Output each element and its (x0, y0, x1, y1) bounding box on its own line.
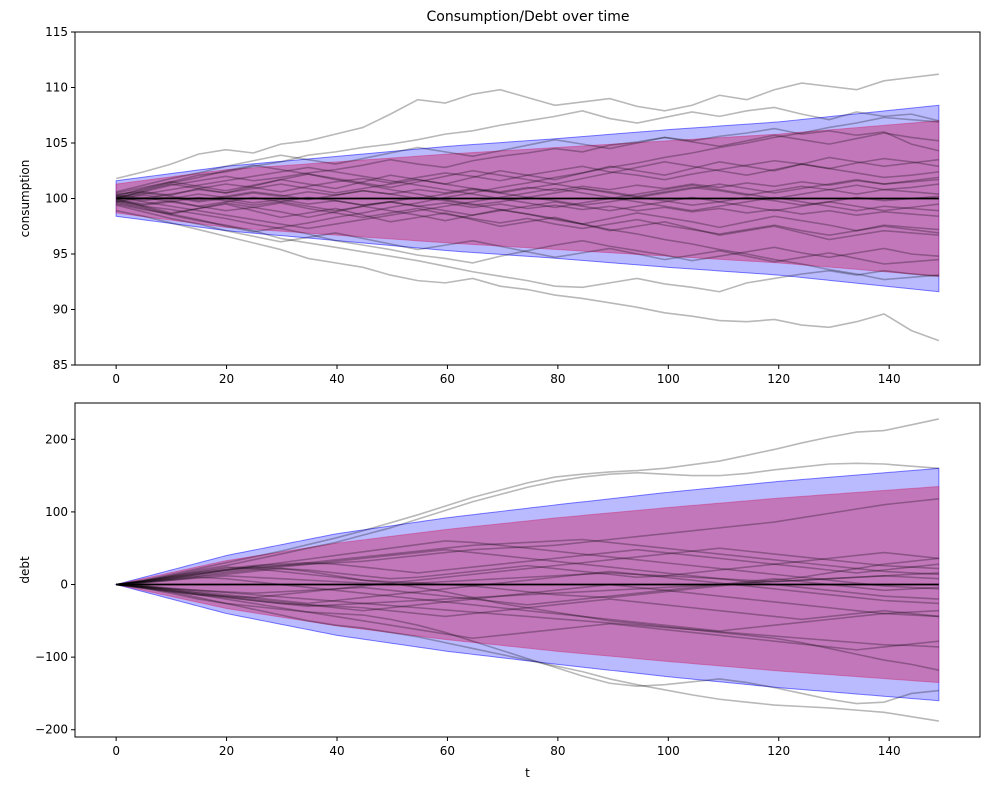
sample-path-1 (115, 73, 939, 180)
sample-path-13 (116, 166, 939, 209)
sample-path-7 (115, 157, 939, 199)
sample-path-20 (115, 197, 939, 241)
y-tick-label: 100 (45, 505, 68, 519)
sample-path-3 (116, 583, 939, 722)
sample-path-12 (116, 583, 939, 651)
y-tick-label: 105 (45, 136, 68, 150)
sample-path-22 (115, 116, 939, 233)
x-tick-label: 140 (878, 744, 901, 758)
plot-area (114, 418, 940, 722)
sample-path-1 (116, 418, 940, 586)
sample-path-9 (116, 538, 939, 586)
axes-frame (74, 402, 981, 738)
sample-path-17 (116, 548, 939, 600)
x-tick-label: 120 (767, 372, 790, 386)
sample-path-3 (115, 106, 940, 198)
y-tick-label: 200 (45, 432, 68, 446)
sample-path-8 (116, 198, 939, 236)
y-tick-label: 85 (53, 358, 68, 372)
y-tick-label: 110 (45, 81, 68, 95)
x-tick-label: 80 (550, 744, 565, 758)
sample-path-6 (116, 566, 940, 671)
sample-path-20 (116, 583, 939, 648)
sample-path-22 (116, 572, 939, 608)
y-axis-label: consumption (18, 160, 32, 238)
sample-path-15 (116, 178, 939, 201)
sample-path-5 (116, 127, 940, 195)
debt-panel: 0 20 40 60 80 100 120 140 −200 −100 0 100 200 debt t (18, 402, 981, 780)
sample-path-7 (116, 557, 939, 599)
sample-path-9 (116, 176, 939, 200)
sample-path-24 (116, 195, 939, 206)
x-tick-label: 140 (878, 372, 901, 386)
sample-path-23 (116, 185, 939, 202)
x-tick-label: 0 (112, 372, 120, 386)
sample-path-2 (115, 209, 940, 342)
sample-path-14 (116, 577, 939, 606)
x-tick-label: 20 (219, 744, 234, 758)
x-tick-label: 80 (550, 372, 565, 386)
y-tick-label: 95 (53, 247, 68, 261)
sample-path-15 (116, 576, 939, 632)
sample-path-5 (116, 498, 939, 586)
sample-path-21 (115, 164, 939, 281)
sample-path-21 (116, 540, 939, 590)
sample-path-19 (116, 572, 939, 586)
sample-path-2 (116, 462, 939, 586)
consumption-panel: 0 20 40 60 80 100 120 140 85 90 95 100 105 110 115 cons… (18, 25, 981, 386)
sample-path-10 (116, 196, 939, 216)
sample-path-16 (116, 547, 939, 599)
x-tick-label: 100 (657, 744, 680, 758)
sample-path-4 (115, 202, 939, 293)
sample-path-13 (116, 548, 939, 586)
x-tick-label: 60 (440, 372, 455, 386)
x-tick-label: 0 (112, 744, 120, 758)
plot-area (115, 73, 940, 342)
sample-path-10 (116, 570, 939, 605)
y-tick-label: −200 (35, 723, 68, 737)
x-tick-label: 20 (219, 372, 234, 386)
x-tick-label: 60 (440, 744, 455, 758)
x-tick-label: 100 (657, 372, 680, 386)
x-tick-label: 40 (329, 744, 344, 758)
sample-path-14 (116, 187, 939, 230)
sample-path-18 (116, 583, 939, 618)
sample-path-11 (115, 161, 939, 194)
sample-path-17 (115, 132, 939, 193)
sample-path-4 (116, 583, 939, 705)
x-tick-label: 120 (767, 744, 790, 758)
chart-title: Consumption/Debt over time (427, 9, 630, 25)
y-tick-label: −100 (35, 650, 68, 664)
x-tick-label: 40 (329, 372, 344, 386)
sample-path-19 (115, 156, 939, 200)
y-tick-label: 115 (45, 25, 68, 39)
y-axis-label: debt (18, 556, 32, 584)
sample-path-12 (115, 202, 939, 232)
y-tick-label: 90 (53, 303, 68, 317)
sample-path-16 (116, 195, 939, 218)
sample-path-8 (116, 583, 939, 621)
sample-path-6 (115, 199, 939, 264)
y-tick-label: 100 (45, 192, 68, 206)
x-axis-label: t (525, 766, 530, 780)
y-tick-label: 0 (60, 578, 68, 592)
sample-path-11 (116, 563, 939, 586)
sample-path-18 (115, 204, 939, 265)
